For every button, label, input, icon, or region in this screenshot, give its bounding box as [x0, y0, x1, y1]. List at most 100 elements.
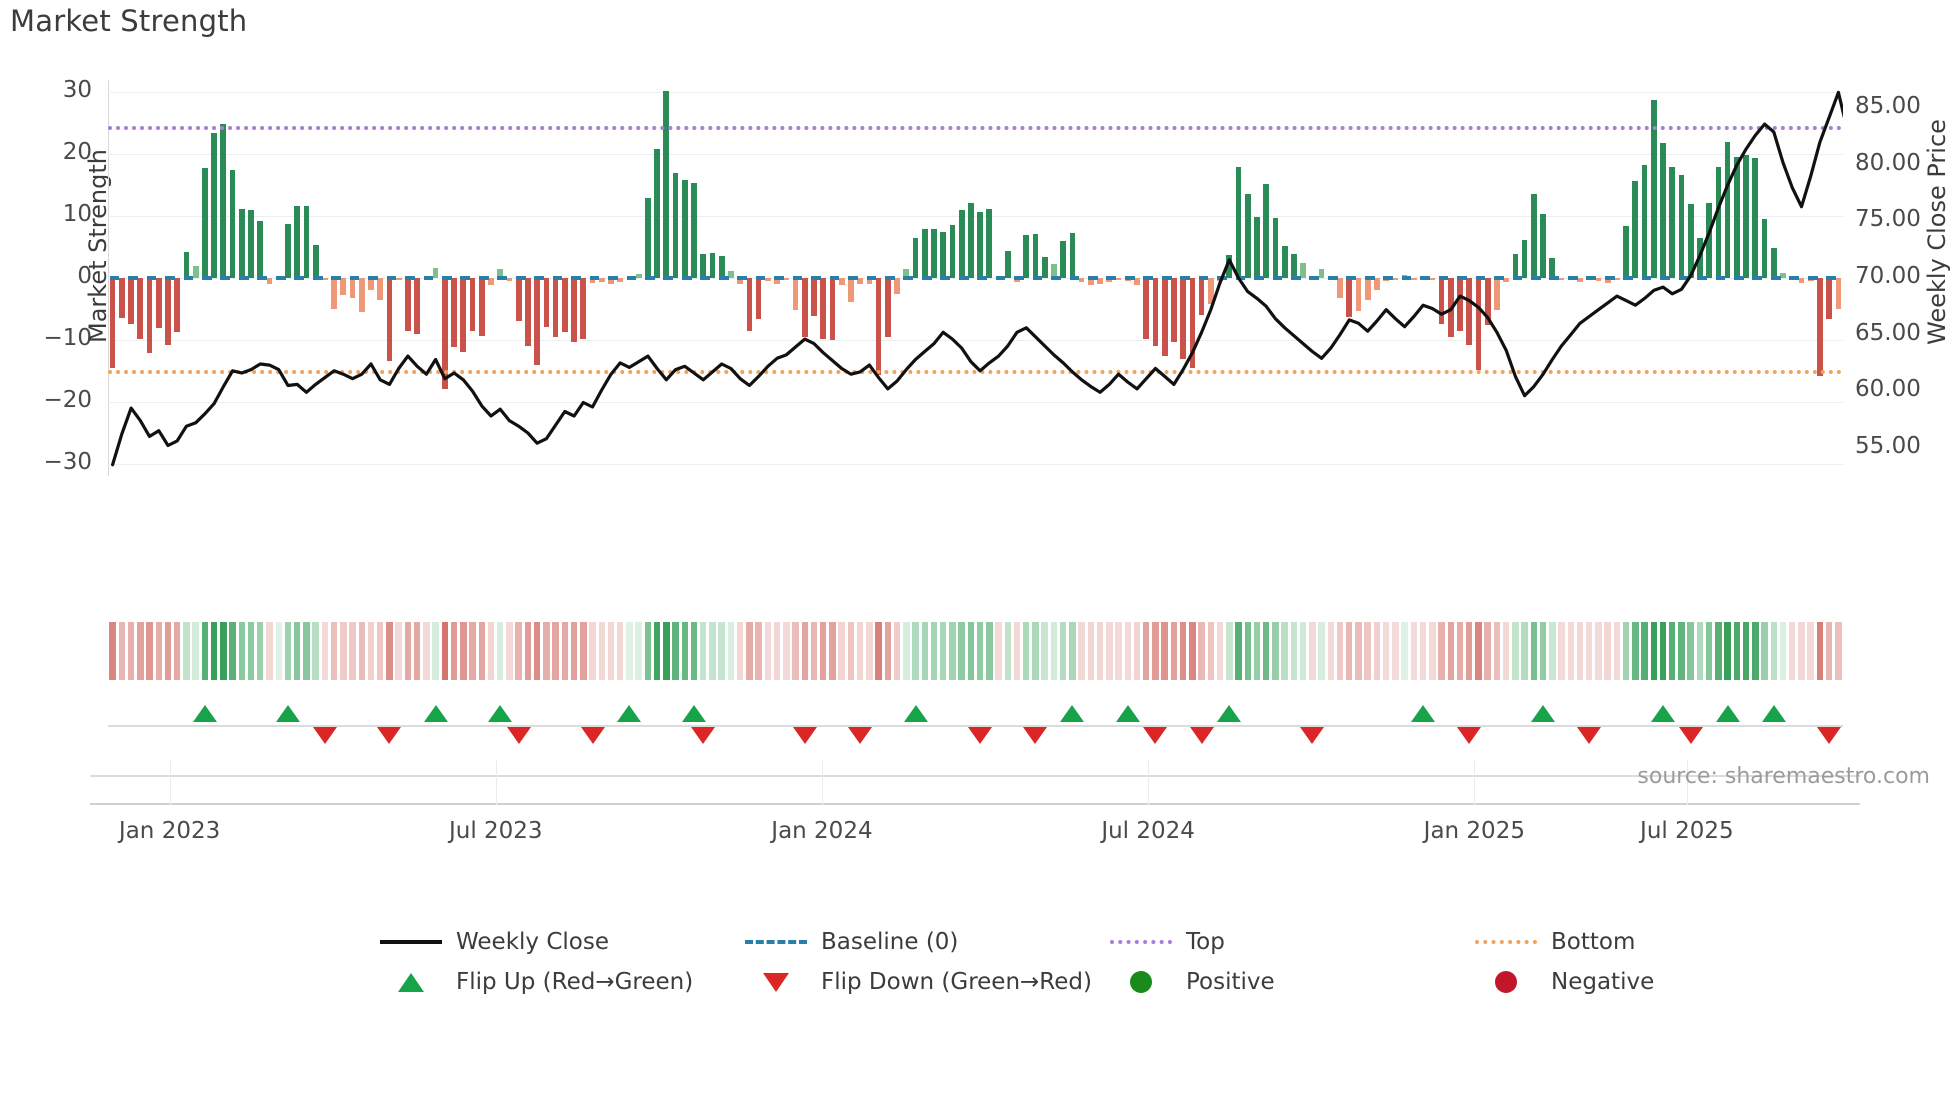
baseline-segment [423, 276, 434, 280]
legend-item[interactable]: Flip Down (Green→Red) [745, 962, 1092, 1002]
heat-cell [257, 622, 264, 680]
strength-bar [1207, 278, 1214, 304]
strength-bar [746, 278, 753, 331]
legend-item[interactable]: Negative [1475, 962, 1654, 1002]
baseline-segment [405, 276, 415, 280]
flip-down-marker [1678, 727, 1703, 744]
strength-bar [875, 278, 882, 376]
baseline-segment [737, 276, 748, 280]
gridline [108, 154, 1843, 156]
strength-bar [848, 278, 854, 303]
heat-cell [496, 622, 504, 680]
heat-cell [460, 622, 467, 680]
heat-cell [1401, 622, 1408, 680]
strength-bar [1835, 278, 1842, 309]
heat-cell [441, 622, 449, 680]
baseline-segment [146, 276, 157, 280]
baseline-segment [1254, 276, 1264, 280]
heat-cell [183, 622, 190, 680]
strength-bar [1337, 278, 1343, 299]
strength-bar [1041, 256, 1048, 278]
strength-bar [515, 278, 522, 322]
heat-cell [238, 622, 246, 680]
heat-cell [986, 622, 993, 680]
heat-cell [1493, 622, 1501, 680]
heat-cell [1576, 622, 1584, 680]
strength-bar [561, 278, 568, 332]
strength-bar [838, 278, 845, 286]
heat-cell [1650, 622, 1658, 680]
heat-cell [1456, 622, 1464, 680]
heat-cell [293, 622, 301, 680]
flip-down-marker [580, 727, 605, 744]
right-tick-label: 75.00 [1855, 206, 1921, 233]
heat-cell [515, 622, 522, 680]
baseline-segment [903, 276, 914, 280]
strength-bar [229, 169, 236, 278]
heat-cell [395, 622, 402, 680]
strength-bar [580, 278, 587, 340]
heat-cell [1696, 622, 1704, 680]
strength-bar [488, 278, 494, 285]
x-tick-mark [1686, 760, 1688, 805]
heat-cell [524, 622, 532, 680]
legend-item[interactable]: Top [1110, 922, 1225, 962]
heat-cell [949, 622, 956, 680]
heat-cell [284, 622, 292, 680]
heat-cell [210, 622, 218, 680]
heat-cell [856, 622, 864, 680]
left-tick-label: 20 [62, 139, 92, 166]
baseline-segment [478, 276, 489, 280]
left-tick-label: 0 [77, 263, 92, 289]
heat-cell [561, 622, 569, 680]
heat-cell [340, 622, 347, 680]
baseline-segment [1291, 276, 1301, 280]
strength-bar [884, 278, 891, 337]
baseline-segment [1420, 276, 1430, 280]
heat-cell [1705, 622, 1713, 680]
heat-cell [1309, 622, 1316, 680]
left-tick-label: 10 [62, 201, 92, 228]
baseline-segment [515, 276, 526, 280]
baseline-segment [460, 276, 471, 280]
flip-down-marker [312, 727, 337, 744]
strength-bar [506, 278, 513, 282]
legend-item[interactable]: Flip Up (Red→Green) [380, 962, 693, 1002]
x-tick-mark [821, 760, 823, 805]
strength-bar [654, 149, 660, 278]
baseline-segment [626, 276, 637, 280]
strength-bar [663, 91, 670, 278]
heat-cell [838, 622, 845, 680]
strength-bar [322, 278, 328, 281]
heat-cell [423, 622, 430, 680]
strength-bar [774, 278, 780, 285]
legend-item[interactable]: Baseline (0) [745, 922, 958, 962]
legend-item[interactable]: Positive [1110, 962, 1275, 1002]
bottom-threshold-line [108, 369, 1843, 374]
strength-bar [1817, 278, 1823, 377]
heat-cell [1346, 622, 1353, 680]
baseline-segment [866, 276, 877, 280]
x-tick-label: Jul 2024 [1101, 818, 1195, 844]
strength-bar [617, 278, 624, 283]
legend-row-2: Flip Up (Red→Green) Flip Down (Green→Red)… [0, 962, 1960, 1002]
flip-down-marker [1023, 727, 1048, 744]
heat-cell [1429, 622, 1436, 680]
baseline-segment [1051, 276, 1061, 280]
legend-item[interactable]: Weekly Close [380, 922, 609, 962]
heat-cell [1059, 622, 1067, 680]
baseline-segment [386, 276, 397, 280]
heat-cell [1659, 622, 1667, 680]
baseline-segment [202, 276, 212, 280]
baseline-segment [534, 276, 544, 280]
heat-cell [312, 622, 319, 680]
strength-bar [598, 278, 605, 282]
flip-up-marker [1115, 705, 1140, 722]
strength-bar [405, 278, 411, 332]
baseline-segment [1660, 276, 1670, 280]
baseline-segment [1032, 276, 1043, 280]
legend-item[interactable]: Bottom [1475, 922, 1635, 962]
x-tick-mark [169, 760, 171, 805]
strength-bar [1346, 278, 1353, 317]
strength-bar [1087, 278, 1094, 286]
